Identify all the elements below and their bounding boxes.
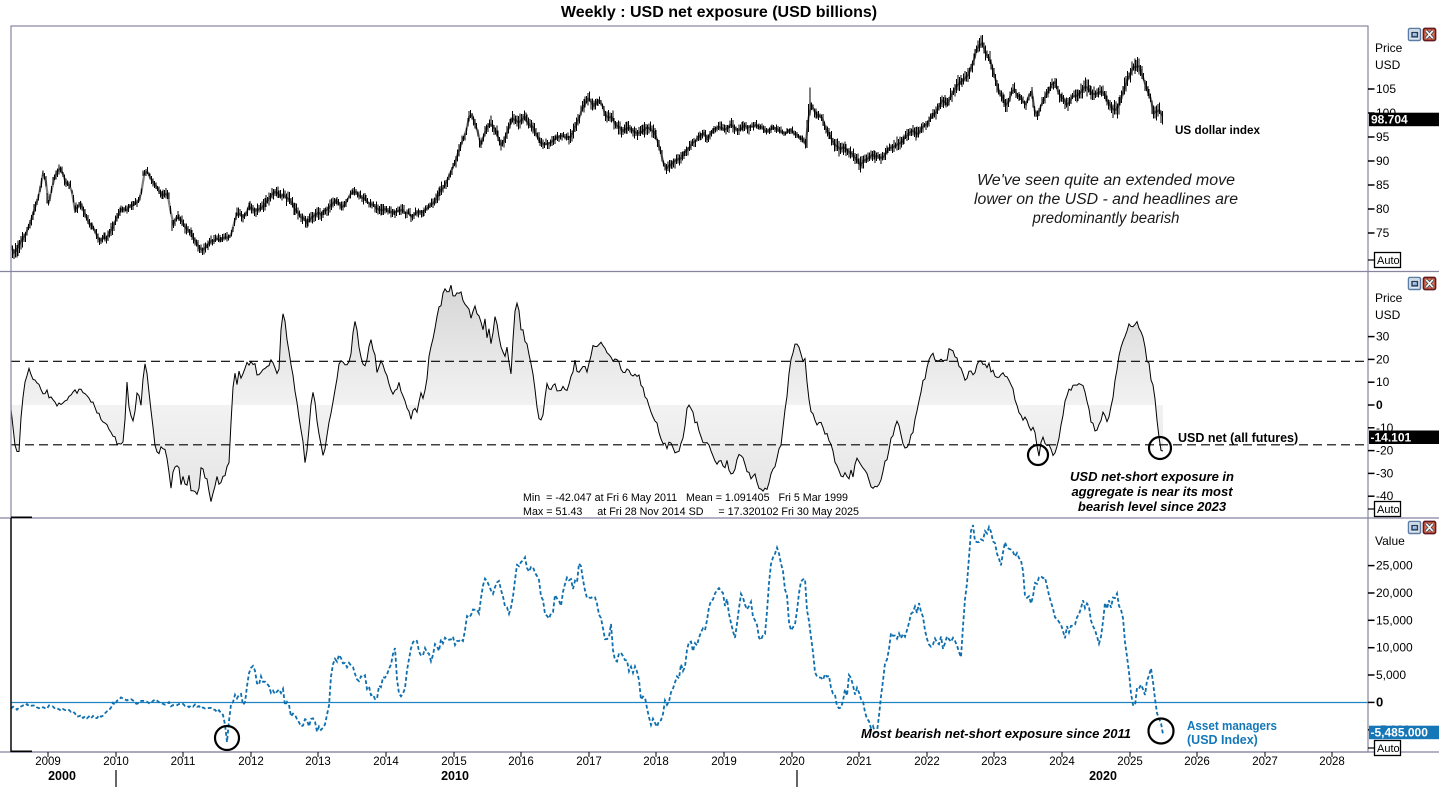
- svg-text:2026: 2026: [1184, 756, 1210, 768]
- svg-text:2013: 2013: [305, 756, 331, 768]
- svg-text:2012: 2012: [238, 756, 264, 768]
- svg-text:2025: 2025: [1117, 756, 1143, 768]
- svg-text:15,000: 15,000: [1376, 613, 1413, 627]
- svg-text:105: 105: [1376, 82, 1396, 96]
- svg-text:-30: -30: [1376, 466, 1394, 480]
- svg-text:-40: -40: [1376, 489, 1394, 503]
- svg-text:We've seen quite an extended m: We've seen quite an extended move: [977, 172, 1235, 189]
- svg-text:85: 85: [1376, 178, 1390, 192]
- svg-text:2022: 2022: [914, 756, 940, 768]
- svg-text:Most bearish net-short exposur: Most bearish net-short exposure since 20…: [861, 726, 1131, 741]
- svg-text:2016: 2016: [508, 756, 534, 768]
- svg-text:2019: 2019: [711, 756, 737, 768]
- svg-text:25,000: 25,000: [1376, 559, 1413, 573]
- svg-text:(USD Index): (USD Index): [1187, 733, 1258, 747]
- svg-text:Auto: Auto: [1377, 504, 1400, 516]
- svg-text:2020: 2020: [1089, 769, 1117, 783]
- svg-text:-20: -20: [1376, 444, 1394, 458]
- svg-text:Price: Price: [1375, 41, 1403, 55]
- svg-text:5,000: 5,000: [1376, 668, 1406, 682]
- svg-text:Auto: Auto: [1377, 743, 1400, 755]
- svg-text:USD net-short exposure in: USD net-short exposure in: [1070, 469, 1234, 484]
- svg-text:2010: 2010: [103, 756, 129, 768]
- svg-text:2011: 2011: [171, 756, 196, 768]
- svg-text:10: 10: [1376, 375, 1390, 389]
- svg-text:98.704: 98.704: [1371, 113, 1408, 127]
- svg-text:80: 80: [1376, 202, 1390, 216]
- svg-text:2015: 2015: [441, 756, 467, 768]
- svg-text:10,000: 10,000: [1376, 641, 1413, 655]
- svg-text:2018: 2018: [643, 756, 669, 768]
- svg-text:lower on the USD - and headlin: lower on the USD - and headlines are: [974, 191, 1238, 208]
- svg-text:2021: 2021: [846, 756, 872, 768]
- svg-text:bearish level since 2023: bearish level since 2023: [1078, 499, 1227, 514]
- svg-text:90: 90: [1376, 154, 1390, 168]
- svg-text:2010: 2010: [441, 769, 469, 783]
- svg-text:USD net (all futures): USD net (all futures): [1178, 431, 1298, 445]
- svg-text:Auto: Auto: [1377, 255, 1400, 267]
- svg-text:US dollar index: US dollar index: [1175, 123, 1260, 137]
- svg-text:95: 95: [1376, 130, 1390, 144]
- svg-text:2027: 2027: [1252, 756, 1278, 768]
- svg-text:2017: 2017: [576, 756, 602, 768]
- svg-text:30: 30: [1376, 330, 1390, 344]
- svg-text:2000: 2000: [48, 769, 76, 783]
- svg-text:Asset managers: Asset managers: [1187, 719, 1277, 733]
- svg-text:2024: 2024: [1049, 756, 1075, 768]
- svg-text:2020: 2020: [779, 756, 805, 768]
- svg-text:Max = 51.43 at Fri 28 Nov: Max = 51.43 at Fri 28 Nov 2014 SD = 17.3…: [523, 506, 859, 518]
- svg-text:predominantly bearish: predominantly bearish: [1032, 210, 1180, 227]
- svg-text:Value: Value: [1375, 534, 1405, 548]
- svg-text:Price: Price: [1375, 291, 1403, 305]
- svg-text:2009: 2009: [35, 756, 61, 768]
- svg-text:75: 75: [1376, 226, 1390, 240]
- svg-text:Min = -42.047 at Fri 6 May 20: Min = -42.047 at Fri 6 May 2011 Mean = 1…: [523, 492, 848, 504]
- svg-text:2023: 2023: [981, 756, 1007, 768]
- svg-text:-14.101: -14.101: [1371, 431, 1412, 445]
- svg-text:20: 20: [1376, 352, 1390, 366]
- svg-text:Weekly : USD net exposure (USD: Weekly : USD net exposure (USD billions): [561, 4, 877, 21]
- svg-text:0: 0: [1376, 398, 1383, 412]
- svg-text:aggregate is near its most: aggregate is near its most: [1071, 484, 1233, 499]
- svg-text:USD: USD: [1375, 58, 1401, 72]
- svg-text:USD: USD: [1375, 308, 1401, 322]
- svg-text:0: 0: [1376, 694, 1383, 709]
- svg-text:20,000: 20,000: [1376, 586, 1413, 600]
- svg-text:-5,485.000: -5,485.000: [1371, 726, 1429, 740]
- svg-text:2014: 2014: [373, 756, 399, 768]
- svg-text:2028: 2028: [1319, 756, 1345, 768]
